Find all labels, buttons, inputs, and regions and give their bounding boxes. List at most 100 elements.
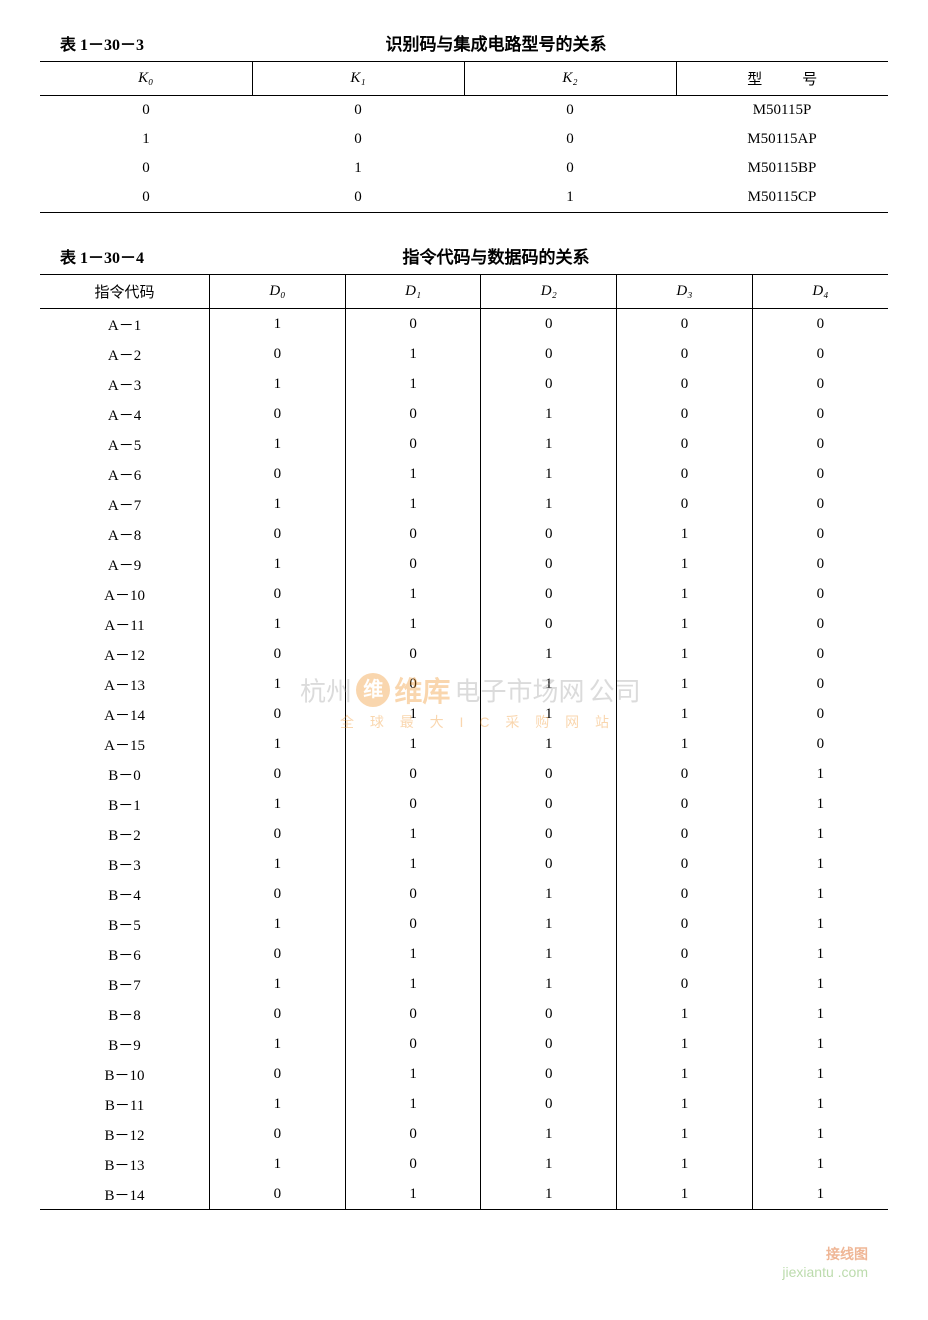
table-cell: 0 xyxy=(345,399,481,429)
table-cell: 1 xyxy=(752,1089,888,1119)
table-cell: 0 xyxy=(210,639,346,669)
table-cell: 0 xyxy=(752,339,888,369)
table-row: A－400100 xyxy=(40,399,888,429)
table-cell: 1 xyxy=(617,639,753,669)
table-cell: 1 xyxy=(481,459,617,489)
table-row: A－910010 xyxy=(40,549,888,579)
table-cell: 0 xyxy=(752,429,888,459)
table-cell: 0 xyxy=(40,154,252,183)
table-cell: 1 xyxy=(252,154,464,183)
table-cell: 0 xyxy=(481,339,617,369)
table-row: 010M50115BP xyxy=(40,154,888,183)
table-cell: 0 xyxy=(752,369,888,399)
table-cell: 1 xyxy=(210,549,346,579)
table-cell: A－1 xyxy=(40,309,210,340)
table-cell: B－4 xyxy=(40,879,210,909)
table-cell: 1 xyxy=(752,789,888,819)
table-cell: 1 xyxy=(752,939,888,969)
table-cell: 0 xyxy=(210,459,346,489)
table-row: B－910011 xyxy=(40,1029,888,1059)
table-cell: 1 xyxy=(345,369,481,399)
table-cell: 0 xyxy=(210,819,346,849)
table-cell: 1 xyxy=(345,1089,481,1119)
table-cell: B－0 xyxy=(40,759,210,789)
table-cell: 1 xyxy=(481,1149,617,1179)
table-cell: 1 xyxy=(345,459,481,489)
table-cell: 0 xyxy=(210,519,346,549)
table-cell: 1 xyxy=(481,489,617,519)
table-cell: 1 xyxy=(210,369,346,399)
table1-col-k0: K₀ xyxy=(40,62,252,96)
table-row: A－1001010 xyxy=(40,579,888,609)
table2: 指令代码 D₀ D₁ D₂ D₃ D₄ A－110000A－201000A－31… xyxy=(40,274,888,1210)
table-row: B－201001 xyxy=(40,819,888,849)
table-cell: 0 xyxy=(210,1059,346,1089)
table-cell: 0 xyxy=(752,309,888,340)
table-cell: 1 xyxy=(752,969,888,999)
table-cell: 0 xyxy=(752,639,888,669)
table-cell: B－9 xyxy=(40,1029,210,1059)
table-cell: A－12 xyxy=(40,639,210,669)
table-cell: 0 xyxy=(345,879,481,909)
table-cell: 0 xyxy=(752,669,888,699)
table-cell: A－5 xyxy=(40,429,210,459)
table-cell: 0 xyxy=(617,819,753,849)
table-cell: 0 xyxy=(752,699,888,729)
table-cell: 1 xyxy=(345,939,481,969)
table-cell: 1 xyxy=(345,609,481,639)
table-cell: 1 xyxy=(481,1179,617,1210)
table-cell: 1 xyxy=(752,1029,888,1059)
table1-col-k1: K₁ xyxy=(252,62,464,96)
table-cell: 0 xyxy=(210,699,346,729)
table-cell: B－5 xyxy=(40,909,210,939)
table-cell: 1 xyxy=(345,579,481,609)
table-cell: 0 xyxy=(752,519,888,549)
table-cell: 0 xyxy=(617,459,753,489)
table-row: 001M50115CP xyxy=(40,183,888,213)
table1-head-row: K₀ K₁ K₂ 型号 xyxy=(40,62,888,96)
table-cell: 0 xyxy=(617,909,753,939)
table-row: B－1200111 xyxy=(40,1119,888,1149)
table-cell: 0 xyxy=(210,339,346,369)
table2-col-d3: D₃ xyxy=(617,275,753,309)
table-cell: B－11 xyxy=(40,1089,210,1119)
table1-col-model: 型号 xyxy=(676,62,888,96)
table-cell: B－12 xyxy=(40,1119,210,1149)
table-cell: 0 xyxy=(345,1149,481,1179)
table-cell: 1 xyxy=(345,339,481,369)
table2-header-row: 表 1－30－4 指令代码与数据码的关系 xyxy=(40,243,888,268)
table-cell: 0 xyxy=(752,549,888,579)
table-row: B－110001 xyxy=(40,789,888,819)
table-cell: 0 xyxy=(252,183,464,213)
table2-title: 指令代码与数据码的关系 xyxy=(264,243,728,268)
table-cell: 0 xyxy=(617,969,753,999)
table-cell: 0 xyxy=(345,909,481,939)
table-cell: 0 xyxy=(210,939,346,969)
table-row: A－201000 xyxy=(40,339,888,369)
table-cell: 1 xyxy=(617,699,753,729)
table-cell: B－7 xyxy=(40,969,210,999)
table2-col-d4: D₄ xyxy=(752,275,888,309)
table-cell: 1 xyxy=(617,1029,753,1059)
table-cell: A－6 xyxy=(40,459,210,489)
table2-block: 表 1－30－4 指令代码与数据码的关系 指令代码 D₀ D₁ D₂ D₃ D₄… xyxy=(40,243,888,1210)
table-cell: 0 xyxy=(481,579,617,609)
table-cell: A－9 xyxy=(40,549,210,579)
table-cell: B－2 xyxy=(40,819,210,849)
table-cell: 1 xyxy=(617,1149,753,1179)
table-cell: 0 xyxy=(210,399,346,429)
table-cell: 0 xyxy=(210,1119,346,1149)
table-cell: 0 xyxy=(617,399,753,429)
table-cell: 1 xyxy=(210,309,346,340)
table-cell: A－7 xyxy=(40,489,210,519)
table-cell: M50115CP xyxy=(676,183,888,213)
table-row: B－800011 xyxy=(40,999,888,1029)
table-cell: 1 xyxy=(617,999,753,1029)
table-cell: 0 xyxy=(481,789,617,819)
table-cell: 0 xyxy=(345,429,481,459)
table-cell: 0 xyxy=(464,96,676,126)
table-row: A－601100 xyxy=(40,459,888,489)
table-cell: 1 xyxy=(481,699,617,729)
table-cell: 1 xyxy=(210,909,346,939)
table-cell: 0 xyxy=(752,579,888,609)
